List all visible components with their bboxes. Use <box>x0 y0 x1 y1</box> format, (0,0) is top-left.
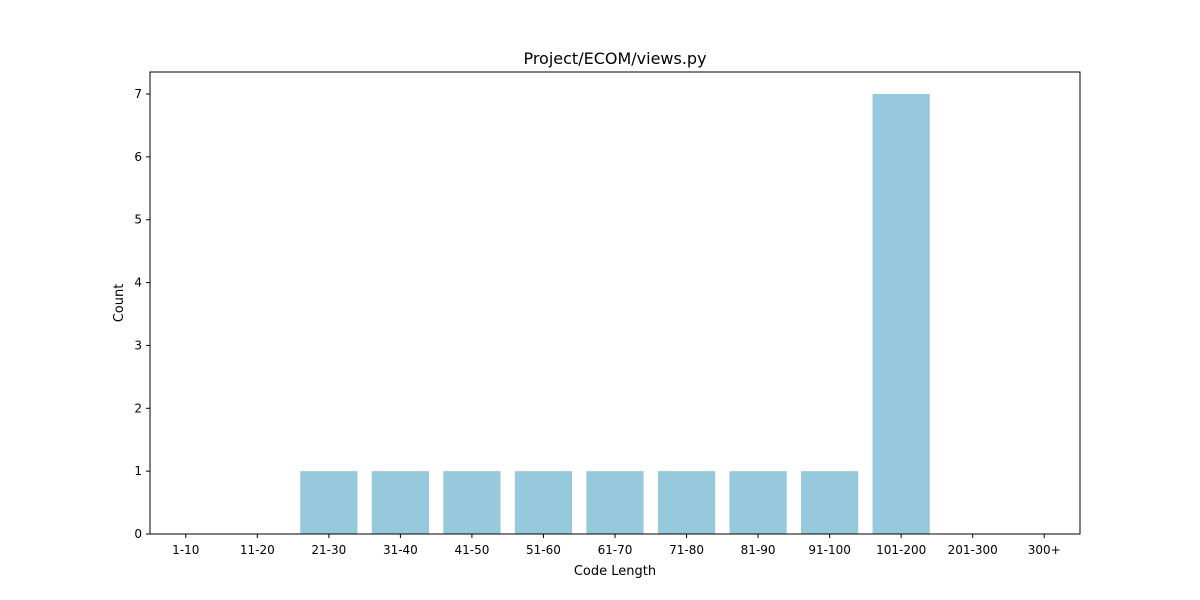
x-tick-label: 41-50 <box>454 543 489 557</box>
x-tick-label: 71-80 <box>669 543 704 557</box>
y-axis-label: Count <box>112 284 127 323</box>
chart-title: Project/ECOM/views.py <box>523 49 706 68</box>
y-tick-label: 2 <box>134 401 142 415</box>
bar-101-200 <box>872 94 930 534</box>
bar-81-90 <box>729 471 787 534</box>
x-tick-label: 101-200 <box>876 543 926 557</box>
x-tick-label: 81-90 <box>741 543 776 557</box>
y-tick-label: 3 <box>134 338 142 352</box>
y-tick-label: 1 <box>134 464 142 478</box>
x-axis-label: Code Length <box>574 564 656 579</box>
bar-21-30 <box>300 471 358 534</box>
y-tick-label: 6 <box>134 150 142 164</box>
bar-61-70 <box>586 471 644 534</box>
y-axis-ticks: 0 1 2 3 4 5 6 7 <box>134 87 150 541</box>
x-tick-label: 1-10 <box>172 543 199 557</box>
x-tick-label: 21-30 <box>311 543 346 557</box>
bar-71-80 <box>657 471 716 534</box>
y-tick-label: 0 <box>134 527 142 541</box>
x-tick-label: 11-20 <box>240 543 275 557</box>
bar-41-50 <box>443 471 501 534</box>
bar-31-40 <box>371 471 429 534</box>
y-tick-label: 5 <box>134 213 142 227</box>
x-tick-label: 61-70 <box>598 543 633 557</box>
bar-51-60 <box>514 471 573 534</box>
plot-frame <box>149 71 1081 535</box>
bars-group <box>300 94 930 534</box>
y-tick-label: 7 <box>134 87 142 101</box>
x-tick-label: 51-60 <box>526 543 561 557</box>
x-tick-label: 300+ <box>1028 543 1061 557</box>
x-tick-label: 201-300 <box>948 543 998 557</box>
x-axis-ticks: 1-10 11-20 21-30 31-40 41-50 51-60 61-70 71-80 8… <box>172 534 1061 557</box>
bar-91-100 <box>801 471 859 534</box>
x-tick-label: 31-40 <box>383 543 418 557</box>
y-tick-label: 4 <box>134 276 142 290</box>
x-tick-label: 91-100 <box>808 543 851 557</box>
